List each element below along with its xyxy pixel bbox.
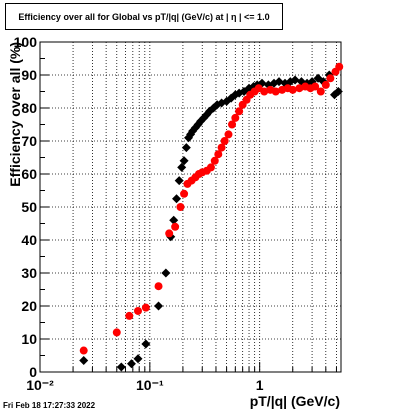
y-tick-label: 40	[21, 232, 37, 248]
y-tick-label: 60	[21, 166, 37, 182]
x-tick-label: 1	[256, 377, 264, 393]
chart-title-box: Efficiency over all for Global vs pT/|q|…	[5, 3, 283, 30]
timestamp: Fri Feb 18 17:27:33 2022	[3, 401, 96, 410]
black-data-point	[169, 215, 179, 225]
red-data-point	[231, 113, 240, 122]
red-data-point	[288, 85, 297, 94]
red-data-point	[171, 222, 180, 231]
red-data-point	[112, 328, 121, 337]
red-data-point	[206, 163, 215, 172]
y-tick-label: 100	[14, 34, 38, 50]
y-tick-label: 80	[21, 100, 37, 116]
red-data-point	[321, 80, 330, 89]
y-tick-label: 0	[29, 364, 37, 380]
red-data-point	[141, 303, 150, 312]
red-data-point	[176, 203, 185, 211]
y-tick-label: 30	[21, 265, 37, 281]
y-tick-label: 90	[21, 67, 37, 83]
red-data-point	[220, 137, 229, 145]
red-data-point	[210, 156, 219, 165]
red-data-point	[316, 87, 325, 96]
y-tick-label: 70	[21, 133, 37, 149]
y-axis-label: Efficiency over all (%)	[7, 42, 23, 187]
red-data-point	[214, 150, 223, 159]
red-data-point	[79, 346, 88, 355]
black-data-point	[161, 268, 171, 278]
black-data-point	[79, 355, 89, 365]
red-data-point	[228, 120, 237, 129]
black-data-point	[290, 75, 300, 85]
red-data-point	[271, 87, 280, 96]
red-data-point	[235, 107, 244, 116]
red-data-point	[311, 82, 320, 91]
black-data-point	[174, 176, 184, 186]
red-data-point	[224, 130, 233, 139]
red-data-point	[260, 87, 269, 96]
black-data-point	[116, 362, 126, 372]
red-data-point	[154, 282, 163, 291]
black-data-point	[126, 359, 136, 369]
black-data-point	[333, 87, 343, 96]
black-data-point	[188, 126, 198, 136]
red-data-point	[125, 311, 134, 320]
x-axis-label: pT/|q| (GeV/c)	[250, 393, 340, 409]
red-data-point	[180, 189, 189, 198]
y-tick-label: 20	[21, 298, 37, 314]
black-data-point	[179, 156, 189, 166]
red-data-point	[165, 229, 174, 238]
black-data-point	[133, 354, 143, 364]
black-data-point	[181, 143, 191, 153]
x-tick-label: 10⁻¹	[136, 377, 164, 393]
red-data-point	[217, 143, 226, 152]
black-data-point	[172, 194, 182, 204]
y-tick-label: 10	[21, 331, 37, 347]
x-tick-label: 10⁻²	[26, 377, 54, 393]
red-data-point	[133, 306, 142, 315]
red-data-point	[335, 62, 344, 71]
black-data-point	[154, 301, 164, 311]
axis-ticks: 0 10 20 30 40 50 60 70 80 90 100 10⁻² 10⁻¹ 1	[14, 34, 337, 393]
chart-title: Efficiency over all for Global vs pT/|q|…	[18, 11, 270, 22]
y-tick-label: 50	[21, 199, 37, 215]
data-series	[79, 62, 344, 372]
black-data-point	[141, 339, 151, 349]
red-data-point	[326, 74, 335, 83]
